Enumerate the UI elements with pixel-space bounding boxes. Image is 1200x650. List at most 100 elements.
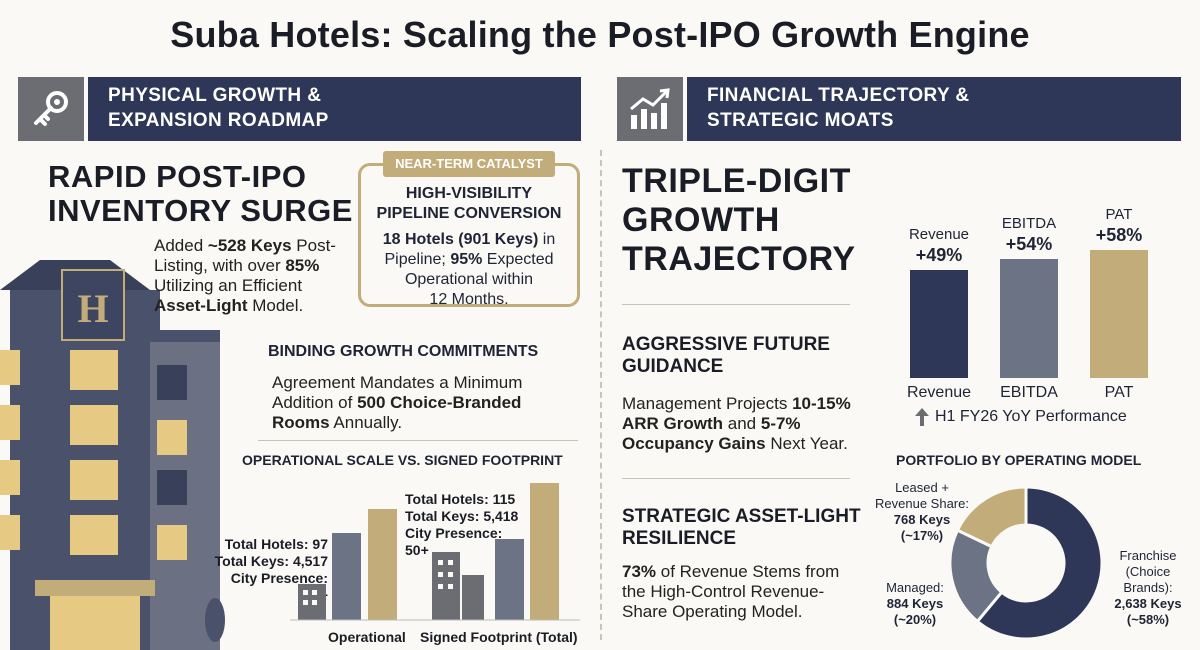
- right-divider-2: [622, 478, 850, 479]
- left-section-header: PHYSICAL GROWTH & EXPANSION ROADMAP: [88, 77, 581, 141]
- leased-line: Leased +: [895, 480, 949, 495]
- catalyst-content: HIGH-VISIBILITY PIPELINE CONVERSION 18 H…: [362, 184, 576, 310]
- guidance-heading: AGGRESSIVE FUTURE GUIDANCE: [622, 334, 830, 378]
- x-label-operational: Operational: [328, 629, 406, 645]
- catalyst-text: 12 Months.: [429, 291, 509, 308]
- op-bar-navy: [332, 533, 361, 620]
- franchise-line: Franchise: [1119, 548, 1177, 563]
- binding-text: Agreement Mandates a Minimum: [272, 373, 523, 392]
- perf-top-label: EBITDA +54%: [980, 215, 1078, 255]
- perf-metric: PAT: [1105, 206, 1133, 224]
- donut-slice-franchise: [975, 485, 1104, 641]
- right-section-header: FINANCIAL TRAJECTORY & STRATEGIC MOATS: [687, 77, 1181, 141]
- guidance-text: Management Projects: [622, 394, 793, 413]
- perf-metric: Revenue: [908, 226, 970, 244]
- sf-bar-gold: [530, 483, 559, 620]
- op-bar-gold: [368, 509, 397, 620]
- triple-line2: GROWTH: [622, 201, 780, 239]
- column-divider: [600, 150, 602, 640]
- triple-line3: TRAJECTORY: [622, 240, 856, 278]
- perf-top-label: Revenue +49%: [890, 226, 988, 266]
- growth-chart-icon-box: [617, 77, 683, 141]
- perf-bar-pat: [1090, 250, 1148, 378]
- surge-heading: RAPID POST-IPO INVENTORY SURGE: [48, 160, 353, 228]
- resilience-text: of Revenue Stems from: [656, 562, 840, 581]
- x-label-signed: Signed Footprint (Total): [420, 629, 578, 645]
- operational-stats: Total Hotels: 97 Total Keys: 4,517 City …: [210, 536, 328, 604]
- franchise-keys: 2,638 Keys: [1114, 596, 1182, 611]
- binding-text: Annually.: [329, 413, 403, 432]
- guidance-arr: 10-15%: [792, 394, 851, 413]
- sf-city: City Presence: 50+: [405, 525, 503, 558]
- franchise-line: (Choice: [1125, 564, 1171, 579]
- guidance-occ: Occupancy Gains: [622, 434, 766, 453]
- sf-bar-slate: [495, 539, 524, 620]
- guidance-text: Next Year.: [765, 434, 848, 453]
- page-title: Suba Hotels: Scaling the Post-IPO Growth…: [170, 14, 1030, 55]
- guidance-occ: 5-7%: [760, 414, 801, 433]
- triple-digit-heading: TRIPLE-DIGIT GROWTH TRAJECTORY: [622, 162, 856, 279]
- catalyst-text: Pipeline;: [384, 251, 451, 268]
- key-icon-box: [18, 77, 84, 141]
- leased-line: Revenue Share:: [875, 496, 969, 511]
- perf-pct: +49%: [915, 245, 963, 266]
- sf-hotels: Total Hotels: 115: [405, 491, 516, 507]
- donut-slice-leased: [955, 485, 1028, 549]
- perf-x-label: Revenue: [906, 384, 972, 401]
- surge-pct: 85%: [285, 256, 320, 275]
- catalyst-text: Expected: [482, 251, 554, 268]
- resilience-text: the High-Control Revenue-: [622, 582, 825, 601]
- leased-keys: 768 Keys: [893, 512, 951, 527]
- leased-label: Leased + Revenue Share: 768 Keys (~17%): [862, 480, 982, 544]
- right-header-line1: FINANCIAL TRAJECTORY &: [707, 85, 970, 106]
- surge-heading-line2: INVENTORY SURGE: [48, 193, 353, 228]
- performance-caption: H1 FY26 YoY Performance: [935, 408, 1127, 425]
- left-header-line2: EXPANSION ROADMAP: [108, 110, 329, 131]
- franchise-line: Brands):: [1123, 580, 1173, 595]
- managed-label: Managed: 884 Keys (~20%): [870, 580, 960, 628]
- surge-text: Model.: [247, 296, 304, 315]
- managed-line: Managed:: [886, 580, 944, 595]
- binding-rooms: 500 Choice-Branded: [357, 393, 522, 412]
- franchise-pct: (~58%): [1126, 612, 1170, 627]
- guidance-description: Management Projects 10-15% ARR Growth an…: [622, 394, 872, 454]
- mini-building-icon: [298, 584, 326, 620]
- performance-chart: Revenue +49% Revenue EBITDA +54% EBITDA PAT +58…: [880, 200, 1180, 440]
- resilience-pct: 73%: [622, 562, 657, 581]
- guidance-arr: ARR Growth: [622, 414, 724, 433]
- left-divider: [258, 440, 578, 441]
- op-keys: Total Keys: 4,517: [214, 553, 328, 569]
- catalyst-text: Operational within: [404, 271, 534, 288]
- left-header-line1: PHYSICAL GROWTH &: [108, 85, 322, 106]
- resilience-text: Share Operating Model.: [622, 602, 803, 621]
- surge-keys: ~528 Keys: [207, 236, 292, 255]
- managed-pct: (~20%): [893, 612, 937, 627]
- portfolio-donut: [948, 485, 1104, 641]
- leased-pct: (~17%): [900, 528, 944, 543]
- catalyst-heading: PIPELINE CONVERSION: [376, 205, 562, 222]
- perf-metric: EBITDA: [1001, 215, 1057, 233]
- perf-x-label: PAT: [1104, 384, 1134, 401]
- guidance-text: and: [723, 414, 761, 433]
- perf-bar-ebitda: [1000, 259, 1058, 378]
- binding-description: Agreement Mandates a Minimum Addition of…: [272, 373, 572, 433]
- catalyst-hotels: 18 Hotels (901 Keys): [382, 231, 539, 248]
- catalyst-heading: HIGH-VISIBILITY: [405, 185, 533, 202]
- binding-text: Addition of: [272, 393, 358, 412]
- guidance-line2: GUIDANCE: [622, 356, 724, 377]
- city-skyline-icon: [432, 552, 484, 620]
- resilience-line1: STRATEGIC ASSET-LIGHT: [622, 506, 861, 527]
- triple-line1: TRIPLE-DIGIT: [622, 162, 851, 200]
- key-icon: [34, 91, 68, 126]
- hotel-building-illustration: H: [0, 260, 225, 650]
- op-hotels: Total Hotels: 97: [224, 536, 328, 552]
- resilience-heading: STRATEGIC ASSET-LIGHT RESILIENCE: [622, 506, 861, 550]
- surge-model: Asset-Light: [154, 296, 248, 315]
- franchise-label: Franchise (Choice Brands): 2,638 Keys (~…: [1098, 548, 1198, 628]
- perf-pct: +58%: [1095, 225, 1143, 246]
- right-divider-1: [622, 304, 850, 305]
- svg-text:H: H: [77, 286, 108, 331]
- sf-keys: Total Keys: 5,418: [405, 508, 519, 524]
- catalyst-tag: NEAR-TERM CATALYST: [383, 151, 555, 177]
- perf-pct: +54%: [1005, 234, 1053, 255]
